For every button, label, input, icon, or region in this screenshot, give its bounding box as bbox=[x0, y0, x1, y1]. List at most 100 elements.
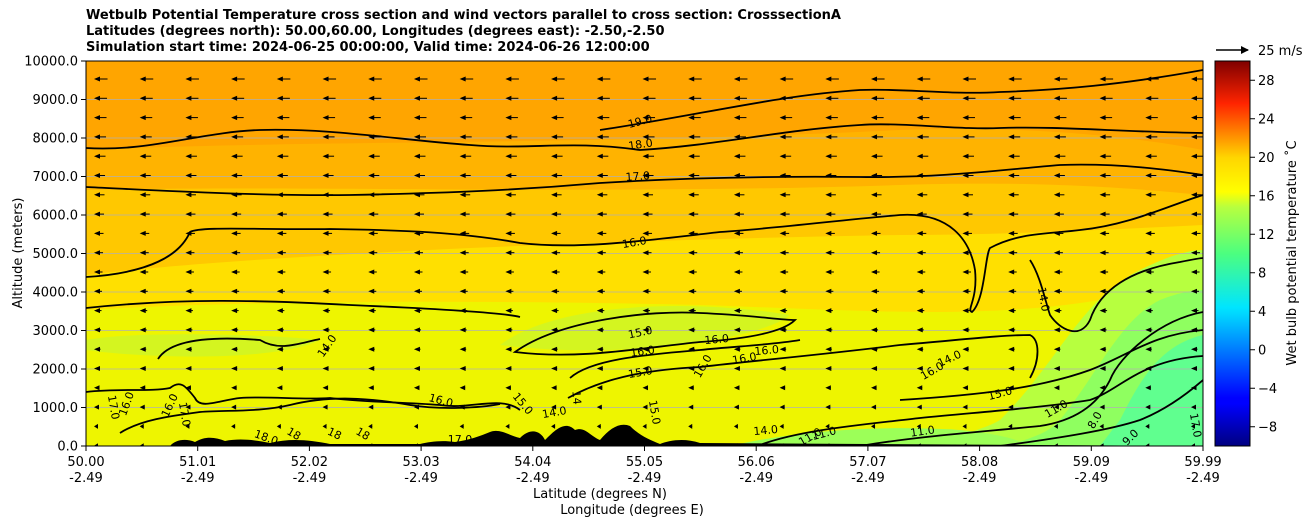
wind-vector bbox=[1099, 173, 1111, 178]
wind-vector bbox=[139, 269, 149, 275]
wind-vector bbox=[551, 423, 556, 429]
wind-vector bbox=[368, 95, 382, 101]
wind-vector bbox=[1099, 134, 1112, 140]
wind-vector bbox=[1191, 153, 1203, 159]
wind-vector bbox=[231, 327, 239, 333]
wind-vector bbox=[551, 269, 560, 275]
wind-vector bbox=[779, 308, 788, 314]
wind-vector bbox=[185, 173, 197, 178]
x-tick-label-lat: 50.00 bbox=[67, 455, 104, 470]
wind-vector bbox=[779, 288, 788, 294]
colorbar-tick-label: −4 bbox=[1258, 382, 1277, 397]
wind-vector bbox=[1145, 404, 1151, 410]
wind-vector bbox=[505, 404, 511, 410]
wind-vector bbox=[688, 250, 698, 256]
wind-vector bbox=[368, 327, 376, 333]
wind-vector bbox=[733, 192, 745, 198]
wind-vector bbox=[1008, 250, 1018, 256]
colorbar-label: Wet bulb potential temperature ˚C bbox=[1284, 140, 1300, 365]
wind-vector bbox=[962, 134, 975, 140]
wind-vector bbox=[276, 269, 286, 275]
wind-vector bbox=[779, 76, 794, 82]
wind-vector bbox=[94, 308, 102, 314]
x-tick-label-lon: -2.49 bbox=[404, 471, 438, 486]
wind-vector bbox=[825, 269, 834, 275]
wind-vector bbox=[779, 192, 791, 198]
wind-vector bbox=[962, 115, 975, 121]
wind-vector bbox=[231, 308, 239, 314]
contour-label: 14.0 bbox=[753, 423, 779, 438]
wind-vector bbox=[733, 211, 744, 217]
wind-vector bbox=[688, 288, 697, 294]
wind-vector bbox=[642, 288, 651, 294]
wind-vector bbox=[1191, 95, 1203, 101]
wind-vector bbox=[231, 230, 241, 236]
wind-vector bbox=[368, 346, 375, 352]
wind-vector bbox=[1099, 423, 1104, 429]
wind-vector bbox=[322, 211, 333, 217]
x-tick-label-lat: 55.05 bbox=[626, 455, 663, 470]
wind-vector bbox=[368, 211, 379, 217]
wind-vector bbox=[733, 250, 743, 256]
wind-vector bbox=[1053, 346, 1061, 352]
wind-vector bbox=[322, 76, 337, 82]
wind-vector bbox=[139, 76, 154, 82]
wind-vector bbox=[733, 308, 742, 314]
wind-vector bbox=[368, 423, 373, 429]
y-tick-label: 8000.0 bbox=[33, 132, 79, 147]
wind-vector bbox=[1191, 288, 1200, 294]
wind-vector bbox=[551, 95, 565, 101]
wind-vector bbox=[1099, 95, 1113, 101]
wind-vector bbox=[505, 192, 516, 198]
wind-vector bbox=[1191, 366, 1198, 371]
wind-vector bbox=[139, 134, 152, 140]
x-tick-label-lat: 54.04 bbox=[514, 455, 551, 470]
wind-vector bbox=[276, 173, 288, 178]
wind-vector bbox=[916, 423, 921, 429]
wind-vector bbox=[1145, 173, 1157, 178]
wind-vector bbox=[185, 404, 191, 410]
wind-vector bbox=[1191, 423, 1195, 429]
wind-vector bbox=[413, 269, 423, 275]
wind-vector bbox=[139, 404, 145, 410]
wind-vector bbox=[916, 230, 927, 236]
wind-vector bbox=[1053, 192, 1065, 198]
wind-vector bbox=[1099, 153, 1112, 159]
x-tick-label-lon: -2.49 bbox=[293, 471, 327, 486]
wind-vector bbox=[871, 134, 884, 140]
wind-vector bbox=[231, 288, 240, 294]
wind-vector bbox=[322, 115, 336, 121]
title-line-2: Latitudes (degrees north): 50.00,60.00, … bbox=[86, 24, 665, 39]
y-axis-label: Altitude (meters) bbox=[11, 198, 26, 309]
wind-vector bbox=[871, 308, 879, 314]
wind-vector bbox=[276, 211, 287, 217]
wind-vector bbox=[459, 346, 467, 352]
title-line-1: Wetbulb Potential Temperature cross sect… bbox=[86, 8, 841, 23]
wind-vectors bbox=[94, 76, 1203, 446]
wind-vector bbox=[779, 404, 785, 410]
contour-label: 11.0 bbox=[811, 424, 838, 443]
wind-vector bbox=[1053, 211, 1064, 217]
wind-vector bbox=[551, 115, 564, 121]
contour-label: 16.0 bbox=[731, 350, 757, 367]
wind-vector bbox=[139, 95, 153, 101]
wind-vector bbox=[596, 308, 605, 314]
wind-vector bbox=[459, 134, 472, 140]
wind-vector bbox=[962, 230, 972, 236]
wind-vector bbox=[94, 327, 102, 333]
wind-vector bbox=[596, 76, 611, 82]
wind-vector bbox=[322, 327, 330, 333]
wind-vector bbox=[916, 250, 926, 256]
wind-vector bbox=[551, 404, 557, 410]
wind-vector bbox=[1191, 230, 1201, 236]
contour-label: 15.0 bbox=[646, 399, 663, 425]
wind-vector bbox=[688, 269, 697, 275]
wind-vector bbox=[1053, 308, 1062, 314]
y-tick-label: 6000.0 bbox=[33, 209, 79, 224]
wind-vector bbox=[962, 288, 971, 294]
wind-vector bbox=[1008, 404, 1014, 410]
wind-vector bbox=[688, 173, 700, 178]
wind-vector bbox=[413, 250, 423, 256]
wind-vector bbox=[139, 211, 150, 217]
wind-vector bbox=[825, 115, 838, 121]
